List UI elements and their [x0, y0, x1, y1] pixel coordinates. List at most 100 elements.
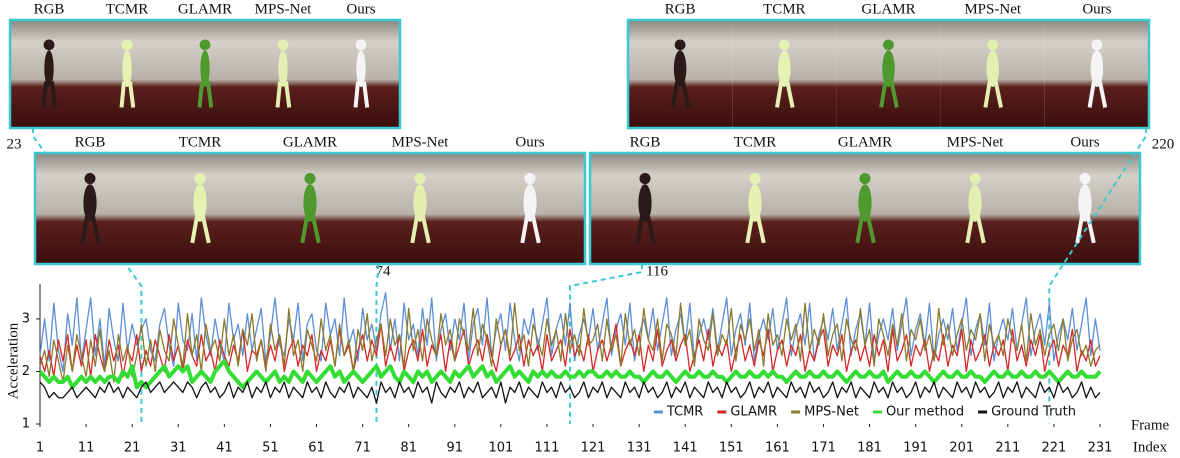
method-label: Ours: [1082, 1, 1111, 17]
leg-mesh: [785, 81, 795, 108]
leg-mesh: [646, 215, 656, 244]
body-mesh: [986, 50, 999, 87]
body-mesh: [748, 184, 762, 222]
method-label: TCMR: [734, 134, 777, 150]
body-mesh: [200, 50, 210, 87]
leg-mesh: [206, 81, 214, 108]
leg-mesh: [353, 81, 360, 108]
image-panel: [10, 20, 400, 128]
body-mesh: [778, 50, 791, 87]
head-mesh: [355, 39, 367, 51]
leg-mesh: [866, 215, 876, 244]
leg-mesh: [681, 81, 691, 108]
method-label: RGB: [630, 134, 661, 150]
head-mesh: [414, 172, 426, 185]
data-line: [39, 381, 1101, 404]
leg-mesh: [531, 215, 541, 244]
image-panel: [590, 153, 1140, 264]
leg-mesh: [362, 81, 370, 108]
head-mesh: [524, 172, 536, 185]
leg-mesh: [197, 81, 204, 108]
leg-mesh: [1087, 81, 1096, 108]
head-mesh: [43, 39, 55, 51]
x-tick-label: 71: [354, 441, 371, 456]
head-mesh: [1079, 172, 1091, 185]
leg-mesh: [275, 81, 282, 108]
leg-mesh: [889, 81, 899, 108]
body-mesh: [882, 50, 895, 87]
leg-mesh: [91, 215, 101, 244]
leg-mesh: [670, 81, 680, 108]
leg-mesh: [756, 215, 766, 244]
head-mesh: [883, 39, 894, 51]
head-mesh: [1091, 39, 1103, 51]
legend-label: Ground Truth: [991, 405, 1076, 420]
method-label: GLAMR: [861, 1, 915, 17]
x-tick-label: 141: [673, 441, 698, 456]
x-tick-label: 11: [78, 441, 95, 456]
image-panel: [35, 153, 585, 264]
leg-mesh: [855, 215, 864, 244]
head-mesh: [84, 172, 96, 185]
leg-mesh: [41, 81, 48, 108]
leg-mesh: [201, 215, 211, 244]
leg-mesh: [119, 81, 126, 108]
x-tick-label: 61: [308, 441, 325, 456]
body-mesh: [83, 184, 97, 222]
x-tick-label: 101: [488, 441, 513, 456]
method-label: MPS-Net: [964, 1, 1022, 17]
head-mesh: [121, 39, 133, 51]
panel-border: [33, 151, 587, 266]
x-axis-label: Frame: [1131, 417, 1170, 433]
method-label: MPS-Net: [255, 1, 313, 17]
method-label: GLAMR: [178, 1, 232, 17]
legend-label: TCMR: [666, 405, 704, 420]
body-mesh: [1078, 184, 1092, 222]
head-mesh: [778, 39, 790, 51]
method-label: GLAMR: [838, 134, 892, 150]
x-tick-label: 51: [262, 441, 279, 456]
leg-mesh: [520, 215, 529, 244]
frame-number: 23: [7, 136, 22, 152]
x-axis-label: Index: [1133, 439, 1168, 455]
head-mesh: [987, 39, 999, 51]
x-tick-label: 131: [627, 441, 652, 456]
head-mesh: [194, 172, 206, 185]
data-line: [39, 291, 1101, 373]
body-mesh: [278, 50, 288, 87]
body-mesh: [356, 50, 366, 87]
legend-background: [649, 403, 1086, 421]
body-mesh: [1090, 50, 1104, 87]
leg-mesh: [775, 81, 784, 108]
x-tick-label: 151: [719, 441, 744, 456]
x-tick-label: 181: [857, 441, 882, 456]
body-mesh: [303, 184, 317, 222]
method-label: TCMR: [763, 1, 806, 17]
x-tick-label: 161: [765, 441, 790, 456]
method-label: TCMR: [106, 1, 149, 17]
body-mesh: [413, 184, 427, 222]
panel-border: [588, 151, 1142, 266]
body-mesh: [523, 184, 537, 222]
x-tick-label: 1: [36, 441, 44, 456]
frame-connector: [1048, 128, 1147, 424]
body-mesh: [44, 50, 54, 87]
head-mesh: [304, 172, 316, 185]
x-tick-label: 21: [124, 441, 141, 456]
leg-mesh: [983, 81, 992, 108]
y-tick-label: 2: [22, 364, 30, 379]
panel-border: [8, 18, 402, 130]
frame-number: 116: [646, 263, 668, 279]
leg-mesh: [50, 81, 58, 108]
head-mesh: [749, 172, 761, 185]
method-label: RGB: [34, 1, 65, 17]
leg-mesh: [410, 215, 419, 244]
data-line: [38, 358, 1102, 390]
leg-mesh: [300, 215, 309, 244]
method-label: RGB: [75, 134, 106, 150]
body-mesh: [122, 50, 132, 87]
legend: TCMR GLAMR MPS-Net Our method Ground Truth: [649, 403, 1086, 421]
x-tick-label: 201: [949, 441, 974, 456]
leg-mesh: [879, 81, 888, 108]
